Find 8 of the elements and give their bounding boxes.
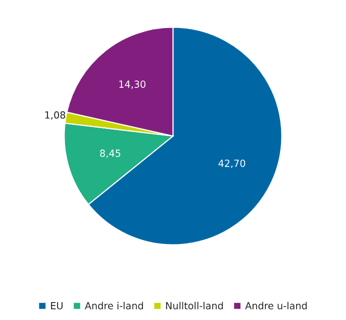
legend-label: Andre i-land: [84, 302, 143, 310]
data-label: 14,30: [119, 80, 146, 89]
legend-label: Nulltoll-land: [166, 302, 223, 310]
data-label: 1,08: [45, 111, 66, 120]
data-label: 8,45: [100, 150, 120, 158]
data-label: 42,70: [218, 160, 246, 168]
legend-label: Andre u-land: [245, 302, 307, 310]
legend-label: EU: [51, 302, 63, 310]
